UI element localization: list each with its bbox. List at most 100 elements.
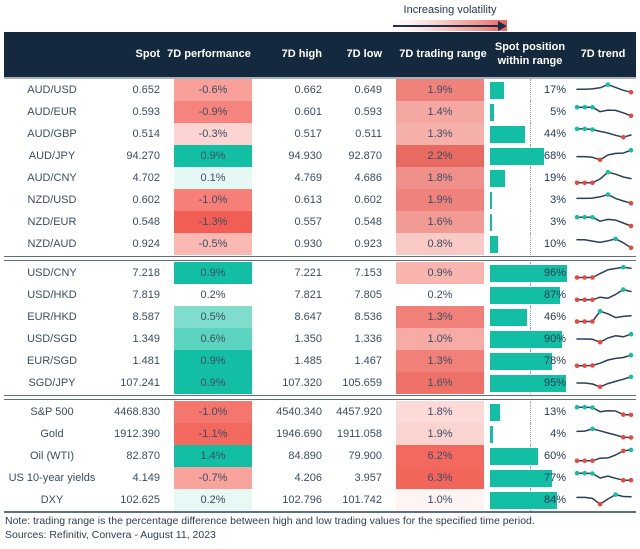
- position-bar: [490, 103, 494, 121]
- low-value: 7.153: [354, 267, 382, 279]
- increasing-volatility-arrow-icon: [393, 20, 507, 31]
- trading-range-cell: 1.6%: [396, 372, 490, 394]
- trend-cell: [570, 124, 636, 144]
- midpoint-guide-line: [530, 401, 531, 423]
- spot-position-cell: 44%: [490, 123, 570, 145]
- position-bar: [490, 491, 558, 509]
- spot-position-cell: 68%: [490, 145, 570, 167]
- sparkline-7d-trend: [576, 426, 634, 440]
- spot-position-cell: 60%: [490, 445, 570, 467]
- spot-value: 0.593: [132, 106, 160, 118]
- column-header-1: Spot: [135, 47, 160, 60]
- instrument-label: AUD/USD: [27, 84, 77, 96]
- spot-value: 0.548: [132, 216, 160, 228]
- high-value: 107.320: [282, 377, 322, 389]
- performance-value: 0.2%: [174, 489, 252, 511]
- position-percent-label: 10%: [543, 238, 566, 250]
- low-value: 0.649: [354, 84, 382, 96]
- position-percent-label: 96%: [543, 267, 566, 279]
- high-value: 1.485: [294, 355, 322, 367]
- position-bar: [490, 147, 545, 165]
- sparkline-7d-trend: [576, 192, 634, 206]
- trend-cell: [570, 212, 636, 232]
- low-value: 1.467: [354, 355, 382, 367]
- instrument-label: NZD/EUR: [27, 216, 77, 228]
- instrument-label: AUD/GBP: [27, 128, 77, 140]
- performance-cell: -0.3%: [166, 123, 252, 145]
- table-row: AUD/JPY 94.270 0.9% 94.930 92.870 2.2% 68%: [4, 145, 636, 167]
- sparkline-7d-trend: [574, 287, 632, 303]
- trend-cell: [570, 402, 636, 422]
- trading-range-cell: 0.2%: [396, 284, 490, 306]
- trend-cell: [570, 307, 636, 327]
- spot-position-cell: 84%: [490, 489, 570, 511]
- low-value: 7.805: [354, 289, 382, 301]
- performance-cell: 0.2%: [166, 489, 252, 511]
- table-row: AUD/EUR 0.593 -0.9% 0.601 0.593 1.4% 5%: [4, 101, 636, 123]
- position-percent-label: 4%: [550, 428, 566, 440]
- spot-value: 1.481: [132, 355, 160, 367]
- instrument-label: NZD/USD: [27, 194, 77, 206]
- trend-cell: [570, 146, 636, 166]
- trading-range-value: 1.9%: [396, 79, 484, 101]
- instrument-label: DXY: [40, 494, 64, 506]
- trend-cell: [570, 446, 636, 466]
- position-bar: [490, 213, 493, 231]
- performance-value: 0.9%: [174, 262, 252, 284]
- midpoint-guide-line: [530, 123, 531, 145]
- position-percent-label: 95%: [543, 377, 566, 389]
- table-row: AUD/CNY 4.702 0.1% 4.769 4.686 1.8% 19%: [4, 167, 636, 189]
- spot-position-cell: 77%: [490, 467, 570, 489]
- performance-value: -0.7%: [174, 467, 252, 489]
- column-header-2: 7D performance: [167, 47, 251, 60]
- volatility-legend-label: Increasing volatility: [403, 4, 497, 16]
- high-value: 4.769: [294, 172, 322, 184]
- trading-range-value: 1.8%: [396, 401, 484, 423]
- high-value: 1946.690: [276, 428, 322, 440]
- spot-value: 82.870: [126, 450, 160, 462]
- low-value: 0.511: [355, 128, 382, 140]
- trading-range-cell: 2.2%: [396, 145, 490, 167]
- sparkline-7d-trend: [576, 236, 634, 251]
- spot-value: 0.924: [132, 238, 160, 250]
- position-bar: [490, 191, 493, 209]
- spot-value: 8.587: [132, 311, 160, 323]
- low-value: 92.870: [348, 150, 382, 162]
- performance-cell: -0.9%: [166, 101, 252, 123]
- trend-cell: [570, 190, 636, 210]
- performance-value: -0.5%: [174, 233, 252, 255]
- sparkline-7d-trend: [574, 470, 634, 483]
- table-row: Oil (WTI) 82.870 1.4% 84.890 79.900 6.2% 60%: [4, 445, 636, 467]
- position-percent-label: 19%: [543, 172, 566, 184]
- sparkline-7d-trend: [576, 374, 634, 390]
- performance-value: 0.2%: [174, 284, 252, 306]
- sparkline-7d-trend: [574, 404, 634, 418]
- high-value: 0.601: [294, 106, 322, 118]
- spot-value: 102.625: [120, 494, 160, 506]
- trading-range-value: 6.2%: [396, 445, 484, 467]
- high-value: 0.613: [294, 194, 322, 206]
- trend-cell: [570, 80, 636, 100]
- column-header-3: 7D high: [281, 47, 322, 60]
- trading-range-cell: 0.8%: [396, 233, 490, 255]
- spot-position-cell: 3%: [490, 189, 570, 211]
- trading-range-cell: 1.3%: [396, 123, 490, 145]
- sparkline-7d-trend: [576, 331, 634, 345]
- trading-range-value: 0.9%: [396, 262, 484, 284]
- table-body: AUD/USD 0.652 -0.6% 0.662 0.649 1.9% 17% AUD/EU…: [4, 77, 636, 513]
- instrument-label: AUD/JPY: [28, 150, 76, 162]
- table-header-row: Spot 7D performance 7D high 7D low 7D tradin…: [4, 32, 636, 77]
- low-value: 4457.920: [336, 406, 382, 418]
- high-value: 84.890: [288, 450, 322, 462]
- trend-cell: [570, 234, 636, 254]
- performance-cell: -1.3%: [166, 211, 252, 233]
- section-separator: [4, 394, 636, 401]
- performance-value: 0.9%: [174, 145, 252, 167]
- column-header-5: 7D trading range: [399, 47, 487, 60]
- sources-line: Sources: Refinitiv, Convera - August 11,…: [5, 528, 216, 541]
- trading-range-cell: 1.9%: [396, 79, 490, 101]
- table-row: NZD/AUD 0.924 -0.5% 0.930 0.923 0.8% 10%: [4, 233, 636, 255]
- table-row: NZD/EUR 0.548 -1.3% 0.557 0.548 1.6% 3%: [4, 211, 636, 233]
- performance-value: 0.6%: [174, 328, 252, 350]
